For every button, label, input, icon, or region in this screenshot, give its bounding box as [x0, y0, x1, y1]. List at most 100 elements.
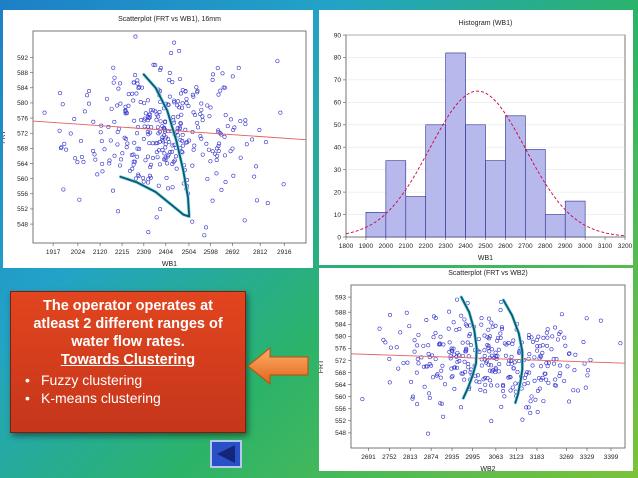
histogram-chart-wb1-panel: Histogram (WB1) 1800 1900 2000 2100 2200 2300 2… [319, 10, 633, 265]
data-point [572, 368, 577, 373]
data-point [145, 118, 150, 123]
data-point [448, 354, 453, 359]
data-point [178, 91, 183, 96]
data-point [525, 370, 530, 375]
data-point [585, 373, 590, 378]
y-tick-label-5: 50 [334, 122, 342, 129]
data-point [135, 78, 140, 83]
data-point [215, 66, 220, 71]
histogram-bar-3 [425, 124, 446, 238]
data-point [157, 129, 162, 134]
data-point [424, 364, 429, 369]
data-point [545, 343, 550, 348]
data-point [510, 385, 515, 390]
data-point [447, 349, 452, 354]
data-point [502, 394, 507, 399]
data-point [499, 325, 504, 330]
histogram-bar-1 [385, 160, 407, 238]
data-point [199, 101, 204, 106]
data-point [148, 162, 153, 167]
data-point [231, 127, 236, 132]
data-point [377, 326, 382, 331]
data-point [147, 173, 152, 178]
data-point [421, 364, 426, 369]
data-point [488, 334, 493, 339]
data-point [115, 142, 120, 147]
data-point [535, 348, 540, 353]
data-point [252, 174, 257, 179]
histogram-chart-wb1: Histogram (WB1) 1800 1900 2000 2100 2200 2300 2… [319, 20, 633, 262]
data-point [165, 154, 170, 159]
data-point [409, 379, 414, 384]
data-point [539, 377, 544, 382]
y-tick-label-10: 588 [17, 70, 28, 77]
data-point [478, 387, 483, 392]
data-point [82, 109, 87, 114]
data-point [153, 141, 158, 146]
data-point [464, 323, 469, 328]
data-point [62, 141, 67, 146]
data-point [549, 347, 554, 352]
data-point [540, 350, 545, 355]
data-point [532, 378, 537, 383]
data-point [528, 410, 533, 415]
y-tick-label-8: 80 [334, 55, 342, 62]
x-tick-label-5: 2300 [438, 243, 453, 250]
data-point [133, 176, 138, 181]
data-point [178, 121, 183, 126]
data-point [491, 367, 496, 372]
data-point [180, 105, 185, 110]
data-point [178, 76, 183, 81]
data-point [534, 337, 539, 342]
data-point [93, 157, 98, 162]
data-point [58, 91, 63, 96]
data-point [123, 104, 128, 109]
data-point [487, 355, 492, 360]
x-tick-label-8: 2600 [498, 243, 513, 250]
histogram-bar-6 [485, 160, 506, 238]
data-point [416, 361, 421, 366]
data-point [139, 117, 144, 122]
data-point [153, 63, 158, 68]
data-point [459, 313, 464, 318]
data-point [495, 354, 500, 359]
data-point [134, 91, 139, 96]
data-point [200, 114, 205, 119]
data-point [163, 157, 168, 162]
data-point [172, 98, 177, 103]
x-tick-label-4: 2935 [445, 454, 460, 461]
data-point [498, 335, 503, 340]
y-tick-label-0: 548 [17, 221, 28, 228]
data-point [87, 88, 92, 93]
data-point [439, 401, 444, 406]
data-point [172, 158, 177, 163]
data-point [191, 94, 196, 99]
y-axis-label: No of obs [319, 121, 320, 151]
data-point [281, 182, 286, 187]
data-point [178, 120, 183, 125]
data-point [136, 172, 141, 177]
data-point [171, 159, 176, 164]
data-point [530, 363, 535, 368]
data-point [203, 225, 208, 230]
data-point [496, 347, 501, 352]
data-point [112, 75, 117, 80]
data-point [426, 351, 431, 356]
data-point [141, 179, 146, 184]
y-tick-label-9: 584 [335, 322, 346, 329]
data-point [532, 355, 537, 360]
data-point [398, 330, 403, 335]
data-point [162, 157, 167, 162]
data-point [455, 297, 460, 302]
y-tick-label-2: 20 [334, 189, 342, 196]
data-point [115, 103, 120, 108]
data-point [145, 98, 150, 103]
x-tick-label-0: 1800 [339, 243, 354, 250]
data-point [190, 163, 195, 168]
y-tick-label-0: 548 [335, 430, 346, 437]
y-tick-label-11: 592 [17, 55, 28, 62]
data-point [64, 147, 69, 152]
data-point [538, 354, 543, 359]
back-button[interactable] [210, 440, 242, 468]
data-point [148, 108, 153, 113]
